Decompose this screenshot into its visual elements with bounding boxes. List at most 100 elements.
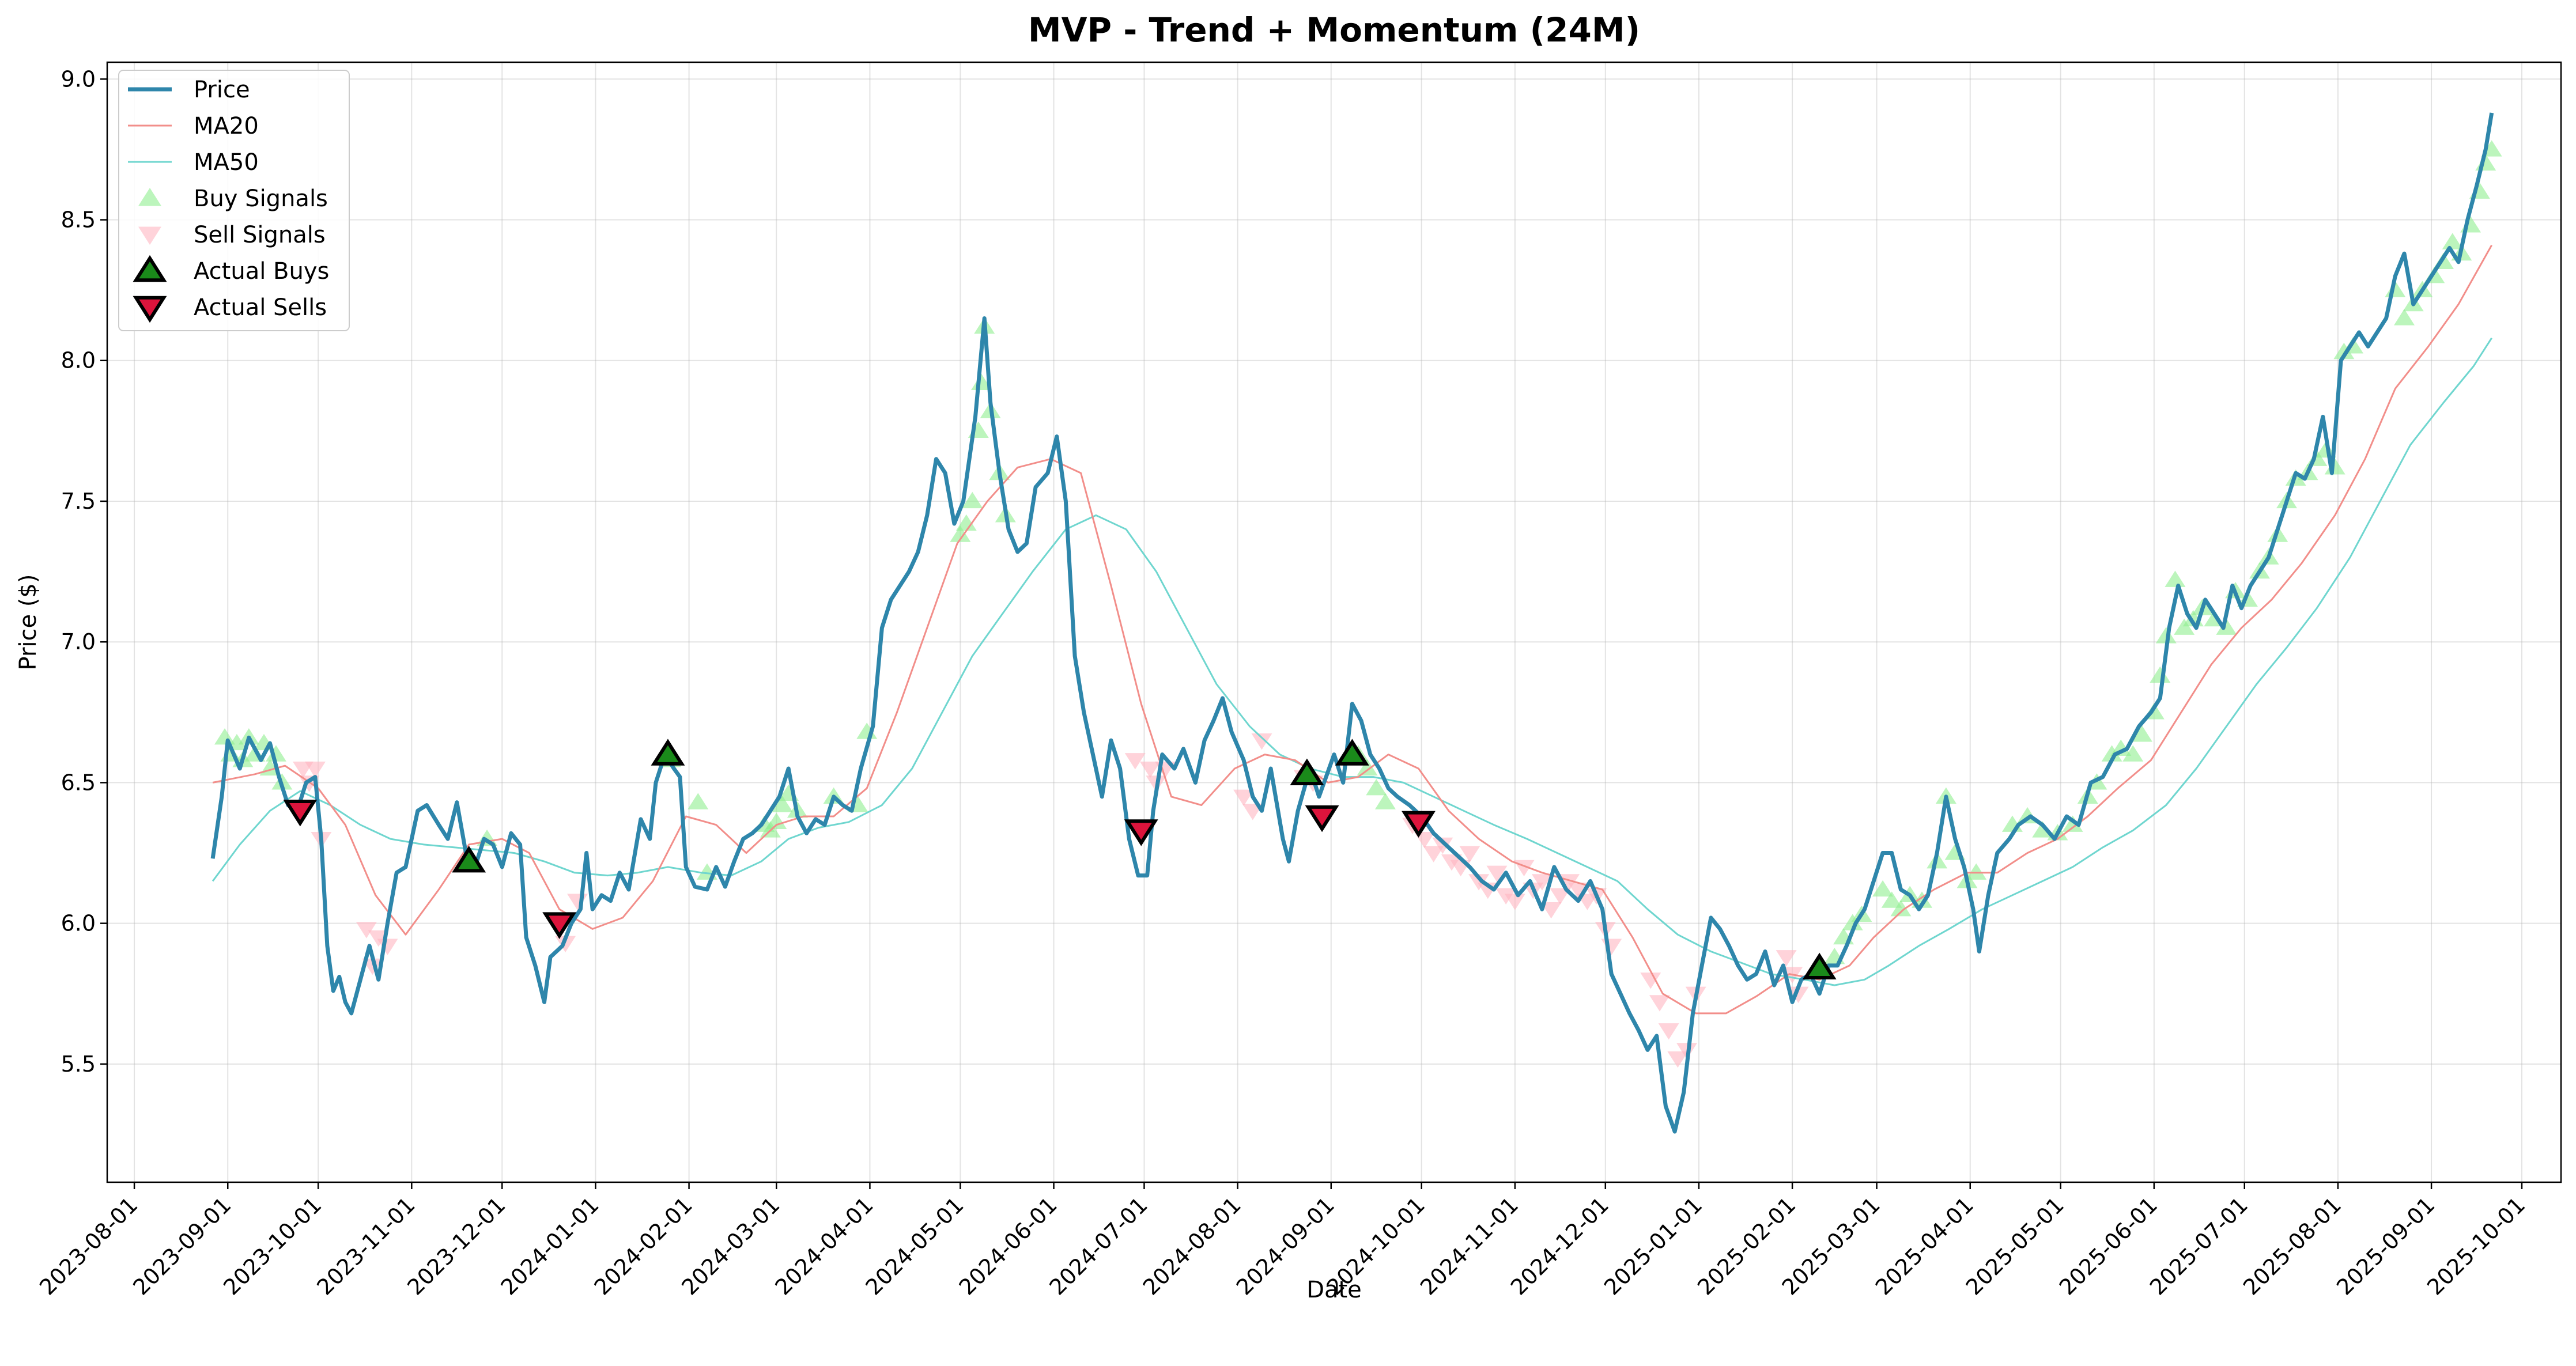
buy-signal-marker xyxy=(2174,618,2195,635)
buy-signal-marker xyxy=(2150,666,2171,683)
y-tick-label: 6.0 xyxy=(61,911,96,936)
sell-signal-marker xyxy=(1233,789,1255,807)
buy-signal-marker xyxy=(2216,618,2237,635)
legend-swatch-sell-signals xyxy=(138,226,161,245)
buy-signal-marker xyxy=(1966,863,1987,880)
legend: Price MA20 MA50 Buy Signals Sell Signals Actu… xyxy=(118,70,350,331)
ma20-line xyxy=(212,244,2493,1015)
sell-signal-marker xyxy=(368,930,389,947)
buy-signal-marker xyxy=(1881,891,1902,908)
buy-signal-marker xyxy=(2333,342,2355,360)
legend-box xyxy=(118,70,350,331)
buy-signal-marker xyxy=(950,525,971,542)
sell-signal-marker xyxy=(1640,973,1661,989)
sell-signal-marker xyxy=(304,761,326,778)
sell-signal-marker xyxy=(555,936,576,953)
legend-swatch-actual-sells xyxy=(133,296,167,323)
sell-signal-marker xyxy=(1441,854,1463,871)
legend-label-buy-signals: Buy Signals xyxy=(194,186,328,212)
legend-label-sell-signals: Sell Signals xyxy=(194,222,326,248)
buy-signal-marker xyxy=(2155,627,2177,644)
chart-title: MVP - Trend + Momentum (24M) xyxy=(1028,10,1640,50)
sell-signal-marker xyxy=(1788,986,1809,1003)
sell-signal-marker xyxy=(1776,950,1797,967)
legend-swatch-actual-buys xyxy=(133,255,167,282)
y-tick-label: 8.0 xyxy=(61,348,96,373)
sell-signal-marker xyxy=(1486,865,1508,882)
y-axis-label: Price ($) xyxy=(15,574,41,671)
sell-signal-marker xyxy=(1459,846,1480,862)
buy-signal-marker xyxy=(2062,815,2083,832)
y-tick-label: 8.5 xyxy=(61,207,96,233)
y-axis: 5.5 6.0 6.5 7.0 7.5 8.0 8.5 9.0 xyxy=(61,66,107,1077)
buy-signal-marker xyxy=(2442,233,2463,249)
sell-signal-marker xyxy=(1658,1023,1679,1040)
sell-signal-marker xyxy=(1423,846,1444,862)
sell-signal-marker xyxy=(356,922,377,939)
sell-signal-marker xyxy=(1251,733,1272,750)
buy-signal-marker xyxy=(1890,900,1912,917)
actual-sell-marker xyxy=(542,912,577,939)
axes-frame xyxy=(106,61,2562,1183)
legend-label-ma50: MA50 xyxy=(194,149,259,176)
sell-signal-marker xyxy=(1567,882,1589,899)
grid-lines xyxy=(107,62,2561,1182)
buy-signal-marker xyxy=(1872,880,1894,897)
sell-signal-marker xyxy=(1504,894,1525,910)
buy-signal-marker xyxy=(1842,914,1863,930)
actual-sell-marker xyxy=(1305,805,1339,833)
x-axis-label: Date xyxy=(1306,1277,1362,1303)
sell-signal-marker xyxy=(362,958,383,975)
sell-signal-marker xyxy=(1667,1051,1689,1068)
sell-signal-marker xyxy=(1531,874,1553,891)
sell-signal-marker xyxy=(1495,888,1517,905)
legend-label-price: Price xyxy=(194,77,250,103)
buy-signal-marker xyxy=(955,514,977,531)
actual-buy-marker xyxy=(1802,952,1837,979)
buy-signal-marker xyxy=(265,745,286,762)
actual-buy-marker xyxy=(1335,739,1369,766)
buy-signal-marker xyxy=(2110,739,2132,756)
legend-label-actual-buys: Actual Buys xyxy=(194,258,329,285)
legend-label-ma20: MA20 xyxy=(194,113,259,139)
actual-buy-marker xyxy=(651,739,685,766)
sell-signal-marker xyxy=(1468,874,1490,891)
buy-signal-marker xyxy=(2315,441,2336,458)
buy-signal-marker xyxy=(1357,759,1378,776)
actual-sell-marker xyxy=(1402,811,1436,838)
buy-signal-marker xyxy=(760,821,781,838)
buy-signal-marker xyxy=(772,796,793,812)
plot-area xyxy=(210,112,2502,1134)
actual-buy-marker xyxy=(1290,758,1324,785)
sell-signal-marker xyxy=(1139,761,1161,778)
y-tick-label: 6.5 xyxy=(61,770,96,795)
y-tick-label: 7.0 xyxy=(61,629,96,654)
sell-signal-marker xyxy=(1550,888,1571,905)
sell-signal-marker xyxy=(1649,995,1670,1012)
sell-signal-marker xyxy=(1124,753,1146,770)
buy-signal-marker xyxy=(2393,309,2415,326)
price-line xyxy=(210,112,2494,1134)
sell-signal-marker xyxy=(1432,837,1453,854)
sell-signal-marker xyxy=(1540,902,1562,919)
y-tick-label: 9.0 xyxy=(61,66,96,92)
legend-swatch-buy-signals xyxy=(138,188,161,206)
actual-buy-marker xyxy=(452,845,486,873)
y-tick-label: 7.5 xyxy=(61,489,96,514)
actual-sell-marker xyxy=(1124,819,1158,846)
buy-signal-marker xyxy=(2165,570,2186,587)
buy-signal-marker xyxy=(688,793,709,809)
buy-signal-marker xyxy=(2101,745,2122,762)
buy-signal-marker xyxy=(2131,725,2152,742)
actual-sell-marker xyxy=(283,800,318,827)
buy-signal-marker xyxy=(1374,793,1396,809)
buy-signal-marker xyxy=(962,491,983,509)
sell-signal-marker xyxy=(377,939,398,955)
legend-label-actual-sells: Actual Sells xyxy=(194,294,327,321)
buy-signal-marker xyxy=(1366,778,1387,796)
buy-signal-marker xyxy=(2122,745,2144,762)
buy-signal-marker xyxy=(766,812,787,829)
y-tick-label: 5.5 xyxy=(61,1051,96,1077)
